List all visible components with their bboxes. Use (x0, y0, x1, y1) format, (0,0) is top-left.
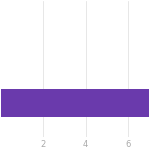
Bar (1, 89, 149, 117)
